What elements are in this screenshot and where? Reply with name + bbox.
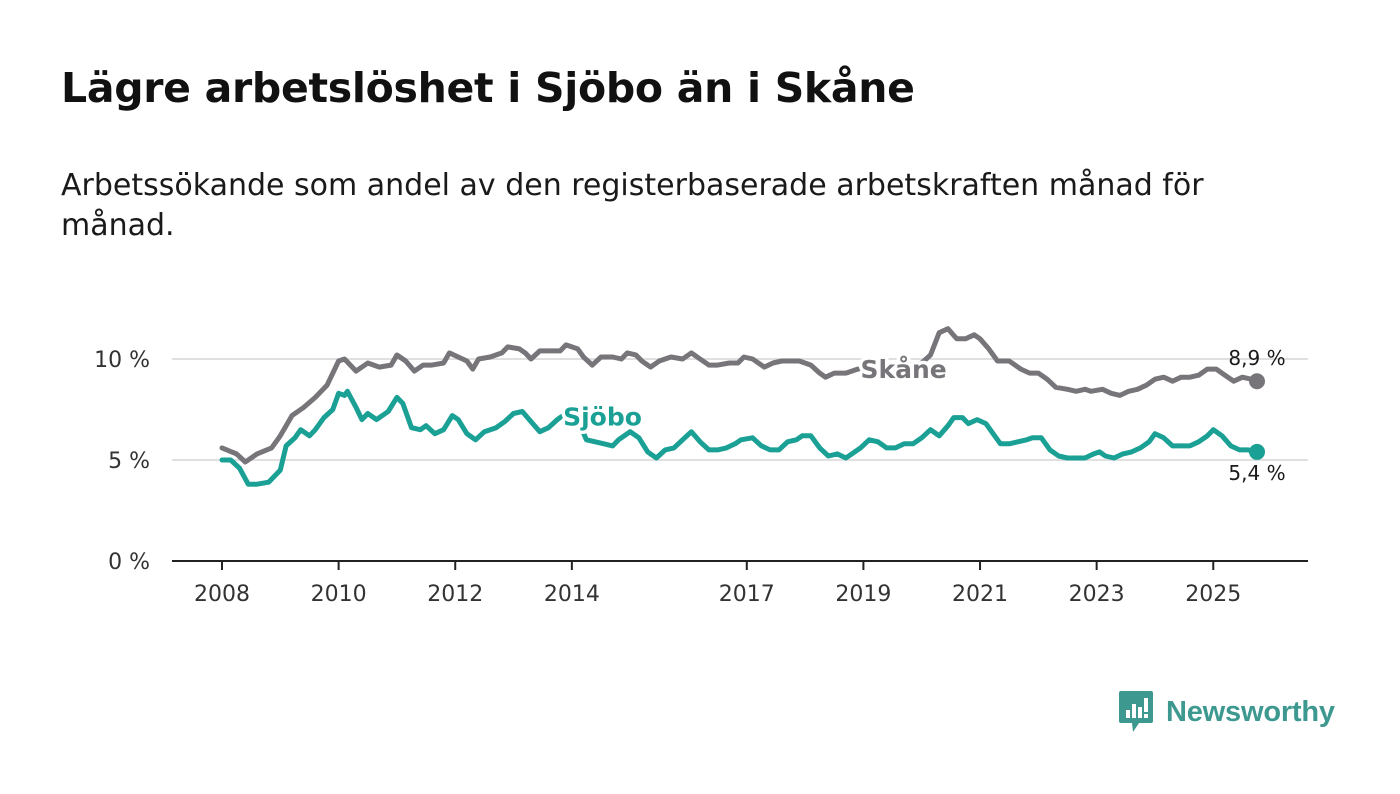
x-tick-label: 2019 [835,582,891,607]
newsworthy-logo-icon [1119,691,1153,732]
brand-logo: Newsworthy [1118,690,1335,734]
x-tick-label: 2025 [1185,582,1241,607]
chart-title: Lägre arbetslöshet i Sjöbo än i Skåne [61,64,915,112]
x-tick-label: 2012 [427,582,483,607]
x-tick-label: 2023 [1069,582,1125,607]
series-name-label: Skåne [860,355,946,384]
series-end-label: 8,9 % [1228,346,1285,370]
x-tick-label: 2010 [311,582,367,607]
x-tick-label: 2008 [194,582,250,607]
series-end-label: 5,4 % [1228,461,1285,485]
series-name-halo: Sjöbo [563,403,642,432]
x-tick-label: 2021 [952,582,1008,607]
brand-name: Newsworthy [1166,695,1335,728]
series-name-halo: Skåne [860,355,946,384]
series-line-sjbo [219,388,1260,487]
y-tick-label: 10 % [94,348,150,373]
y-axis: 0 % 5 % 10 % [94,348,150,575]
y-tick-label: 5 % [108,449,150,474]
gridlines [172,358,1308,461]
series-name-label: Sjöbo [563,403,642,432]
series-end-dot [1249,373,1265,390]
y-tick-label: 0 % [108,550,150,575]
series-end-dot [1249,443,1265,460]
series-group [219,326,1265,487]
chart-subtitle: Arbetssökande som andel av den registerb… [61,168,1204,243]
x-axis: 2008 2010 2012 2014 2017 2019 2021 2023 2025 [172,560,1308,607]
series-line-skne [219,326,1260,465]
x-tick-label: 2017 [719,582,775,607]
x-tick-label: 2014 [544,582,600,607]
